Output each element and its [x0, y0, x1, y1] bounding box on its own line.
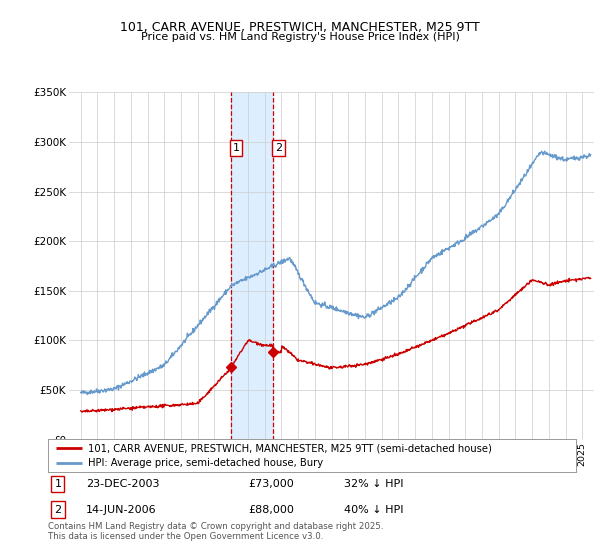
Text: 14-JUN-2006: 14-JUN-2006	[86, 505, 157, 515]
Text: 23-DEC-2003: 23-DEC-2003	[86, 479, 160, 489]
Text: Contains HM Land Registry data © Crown copyright and database right 2025.
This d: Contains HM Land Registry data © Crown c…	[48, 522, 383, 542]
Text: 2: 2	[55, 505, 61, 515]
Text: 2: 2	[275, 143, 282, 153]
Text: Price paid vs. HM Land Registry's House Price Index (HPI): Price paid vs. HM Land Registry's House …	[140, 32, 460, 43]
Text: 1: 1	[232, 143, 239, 153]
Text: £88,000: £88,000	[248, 505, 295, 515]
Text: £73,000: £73,000	[248, 479, 295, 489]
Text: 101, CARR AVENUE, PRESTWICH, MANCHESTER, M25 9TT: 101, CARR AVENUE, PRESTWICH, MANCHESTER,…	[120, 21, 480, 34]
Bar	[230, 92, 273, 440]
Text: 1: 1	[55, 479, 61, 489]
Text: 32% ↓ HPI: 32% ↓ HPI	[344, 479, 403, 489]
Text: 40% ↓ HPI: 40% ↓ HPI	[344, 505, 403, 515]
Text: 101, CARR AVENUE, PRESTWICH, MANCHESTER, M25 9TT (semi-detached house): 101, CARR AVENUE, PRESTWICH, MANCHESTER,…	[88, 443, 491, 453]
Text: HPI: Average price, semi-detached house, Bury: HPI: Average price, semi-detached house,…	[88, 459, 323, 468]
